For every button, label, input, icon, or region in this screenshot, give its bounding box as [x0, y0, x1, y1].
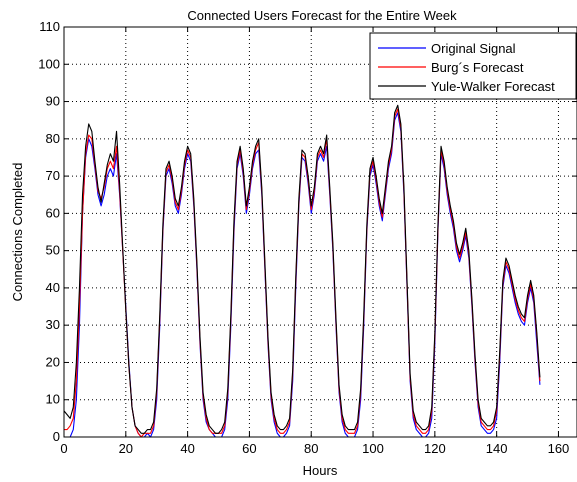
y-tick-label: 50 [46, 243, 60, 258]
legend: Original Signal Burg´s Forecast Yule-Walke… [369, 32, 577, 100]
legend-label: Burg´s Forecast [431, 60, 524, 75]
x-tick-label: 120 [424, 441, 446, 456]
x-tick-label: 60 [242, 441, 256, 456]
legend-label: Original Signal [431, 41, 516, 56]
legend-box [369, 32, 577, 100]
y-tick-label: 0 [53, 429, 60, 444]
y-tick-label: 10 [46, 392, 60, 407]
x-tick-label: 140 [486, 441, 508, 456]
chart-title: Connected Users Forecast for the Entire … [187, 8, 457, 23]
plot-frame [63, 26, 577, 438]
x-axis-label: Hours [303, 463, 338, 478]
series-line-yule-walker-forecast [63, 104, 541, 434]
x-tick-label: 40 [180, 441, 194, 456]
y-tick-label: 90 [46, 94, 60, 109]
x-tick-label: 100 [362, 441, 384, 456]
x-tick-label: 80 [304, 441, 318, 456]
y-tick-label: 20 [46, 354, 60, 369]
y-tick-label: 30 [46, 317, 60, 332]
x-tick-label: 160 [548, 441, 570, 456]
y-axis-label: Connections Completed [10, 163, 25, 302]
y-tick-label: 40 [46, 280, 60, 295]
y-tick-label: 100 [38, 56, 60, 71]
y-tick-label: 60 [46, 205, 60, 220]
y-tick-label: 80 [46, 131, 60, 146]
y-tick-label: 70 [46, 168, 60, 183]
y-tick-label: 110 [39, 19, 60, 34]
legend-label: Yule-Walker Forecast [431, 79, 555, 94]
x-tick-label: 20 [119, 441, 133, 456]
tick-layer: 0 20 40 60 80 100 120 140 160 0 10 20 30 40 50 60 70 80 90… [38, 19, 577, 456]
x-tick-label: 0 [60, 441, 67, 456]
